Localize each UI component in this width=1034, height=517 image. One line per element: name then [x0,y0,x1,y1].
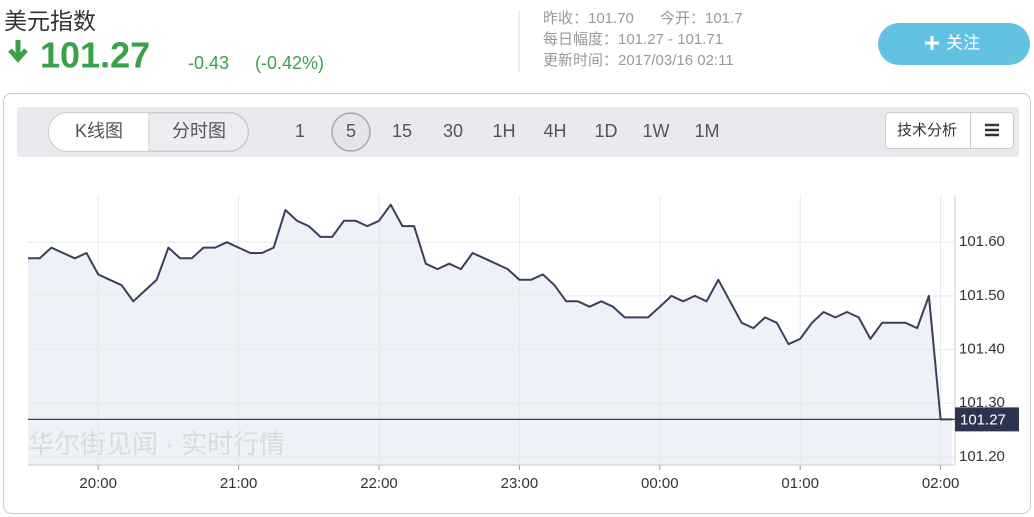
plus-icon [925,36,939,50]
interval[interactable]: 1M [694,121,719,141]
day-range: 每日幅度：101.27 - 101.71 [543,31,723,48]
interval[interactable]: 1H [492,121,515,141]
interval[interactable]: 1W [643,121,670,141]
x-tick-label: 00:00 [641,475,679,492]
open: 今开：101.7 [660,10,743,27]
active-tab [148,112,249,152]
change: -0.43 [188,53,229,73]
interval[interactable]: 15 [392,121,412,141]
x-tick-label: 23:00 [501,475,539,492]
active-interval [331,112,371,152]
y-tick-label: 101.40 [959,341,1005,358]
interval[interactable]: 4H [543,121,566,141]
analysis-button[interactable]: 技术分析 [897,122,957,139]
watermark: 华尔街见闻 · 实时行情 [28,429,285,459]
follow-button[interactable] [878,23,1030,65]
x-tick-label: 01:00 [781,475,819,492]
last-price-box [955,407,1019,432]
tab[interactable]: K线图 [75,121,123,141]
last-price-label: 101.27 [960,411,1006,428]
x-tick-label: 20:00 [79,475,117,492]
line [28,203,953,421]
title: 美元指数 [4,8,96,34]
x-tick-label: 02:00 [922,475,960,492]
updated: 更新时间：2017/03/16 02:11 [543,52,734,69]
price: 101.27 [40,35,150,76]
y-tick-label: 101.50 [959,287,1005,304]
area [28,204,953,465]
down-arrow [8,40,28,63]
tab[interactable]: 分时图 [172,121,226,141]
y-tick-label: 101.30 [959,394,1005,411]
change-pct: (-0.42%) [255,53,324,73]
analysis-group [885,112,1014,149]
x-tick-label: 21:00 [220,475,258,492]
menu-icon[interactable] [985,123,999,137]
prev-close: 昨收：101.70 [543,10,634,27]
interval[interactable]: 1D [594,121,617,141]
follow-label: 关注 [946,33,980,52]
y-tick-label: 101.20 [959,448,1005,465]
interval[interactable]: 30 [443,121,463,141]
interval[interactable]: 1 [295,121,305,141]
x-tick-label: 22:00 [360,475,398,492]
toolbar [17,107,1019,157]
interval[interactable]: 5 [346,121,356,141]
y-tick-label: 101.60 [959,233,1005,250]
